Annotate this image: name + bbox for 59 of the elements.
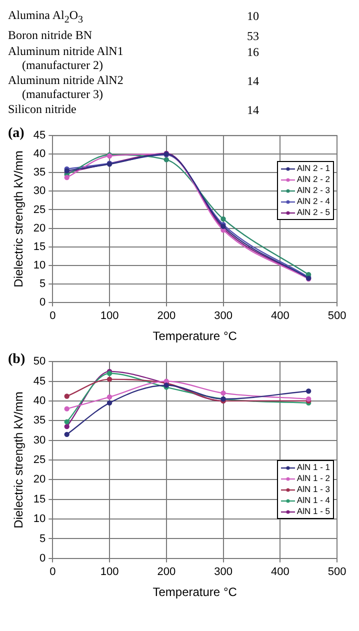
x-tick-label: 400: [270, 310, 290, 322]
x-tick-label: 200: [157, 310, 176, 322]
y-axis-title: Dielectric strength kV/mm: [12, 392, 26, 529]
legend-label: AlN 1 - 1: [296, 462, 330, 474]
x-tick-label: 500: [328, 566, 346, 578]
y-tick-label: 10: [33, 260, 46, 272]
x-axis-title: Temperature °C: [152, 330, 238, 344]
data-label: 14: [246, 102, 260, 118]
x-tick-label: 300: [214, 310, 232, 322]
legend-label: AlN 2 - 4: [296, 196, 330, 207]
y-tick-label: 20: [33, 474, 46, 486]
data-label: 16: [246, 44, 260, 62]
x-tick-label: 100: [100, 566, 119, 578]
x-axis-title: Temperature °C: [152, 586, 238, 600]
y-tick-label: 25: [33, 204, 46, 216]
category-label: Boron nitride BN: [8, 28, 93, 42]
y-tick-label: 45: [33, 130, 46, 142]
y-tick-label: 35: [33, 415, 46, 428]
y-tick-label: 0: [40, 296, 46, 309]
category-label: Aluminum nitride AlN1 (manufacturer 2): [8, 44, 124, 72]
y-tick-label: 10: [33, 513, 46, 526]
legend-label: AlN 1 - 4: [296, 495, 330, 506]
legend-label: AlN 1 - 5: [296, 506, 330, 518]
legend-label: AlN 1 - 2: [296, 473, 330, 484]
x-tick-label: 300: [214, 566, 232, 578]
y-tick-label: 15: [33, 241, 46, 254]
y-tick-label: 20: [33, 222, 46, 235]
y-axis-title: Dielectric strength kV/mm: [12, 151, 26, 288]
x-tick-label: 100: [100, 310, 119, 322]
y-tick-label: 5: [40, 278, 46, 290]
legend-label: AlN 1 - 3: [296, 484, 330, 496]
chart-title: (a): [8, 126, 24, 142]
data-label: 53: [246, 28, 260, 44]
x-tick-label: 0: [50, 566, 56, 578]
y-tick-label: 5: [40, 533, 46, 546]
y-tick-label: 50: [33, 356, 46, 368]
y-tick-label: 35: [33, 167, 46, 180]
data-label: 10: [246, 8, 260, 25]
x-tick-label: 500: [328, 310, 346, 322]
legend-label: AlN 2 - 1: [296, 163, 330, 174]
chart-title: (b): [8, 352, 26, 368]
y-tick-label: 15: [33, 494, 46, 506]
y-tick-label: 0: [40, 552, 46, 565]
y-tick-label: 30: [33, 434, 46, 447]
legend-label: AlN 2 - 5: [296, 207, 330, 218]
x-tick-label: 0: [50, 310, 56, 322]
category-label: Alumina Al$_{2}$O$_{3}$: [8, 8, 84, 28]
y-tick-label: 40: [33, 395, 46, 408]
y-tick-label: 40: [33, 148, 46, 161]
category-label: Aluminum nitride AlN2 (manufacturer 3): [8, 73, 124, 102]
y-tick-label: 25: [33, 454, 46, 466]
data-label: 14: [246, 73, 260, 90]
x-tick-label: 400: [270, 566, 290, 578]
legend-label: AlN 2 - 3: [296, 185, 330, 196]
y-tick-label: 30: [33, 186, 46, 198]
x-tick-label: 200: [157, 566, 176, 578]
y-tick-label: 45: [33, 376, 46, 388]
legend-label: AlN 2 - 2: [296, 174, 330, 185]
category-label: Silicon nitride: [8, 102, 78, 116]
